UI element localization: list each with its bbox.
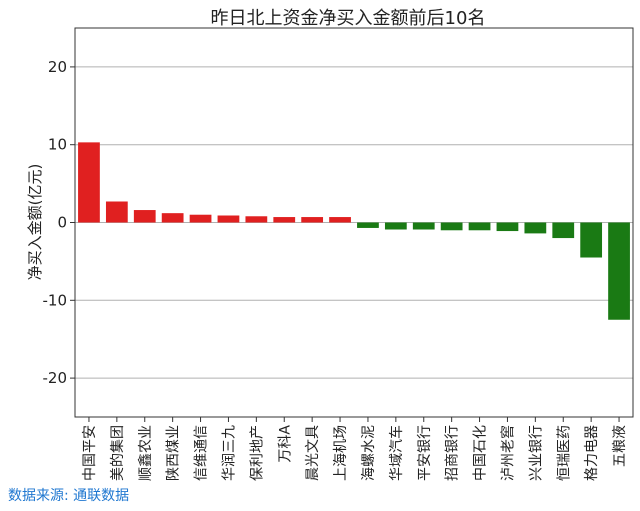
x-tick-label: 平安银行 bbox=[417, 425, 433, 481]
grid-lines bbox=[75, 66, 633, 379]
bar bbox=[245, 216, 268, 223]
x-tick-label: 万科A bbox=[277, 425, 293, 463]
x-tick-label: 信维通信 bbox=[194, 425, 210, 481]
x-tick-label: 美的集团 bbox=[109, 425, 126, 481]
bar bbox=[161, 213, 184, 223]
bar bbox=[133, 210, 156, 223]
x-tick-label: 顺鑫农业 bbox=[137, 425, 154, 481]
x-tick-label: 中国石化 bbox=[473, 425, 489, 481]
bar bbox=[468, 222, 491, 231]
x-tick-label: 晨光文具 bbox=[305, 425, 321, 481]
bar bbox=[78, 142, 100, 223]
x-tick-label: 格力电器 bbox=[584, 425, 600, 481]
x-tick-label: 保利地产 bbox=[249, 425, 265, 481]
y-axis-label: 净买入金额(亿元) bbox=[26, 164, 44, 281]
bar-chart: 20 10 0 -10 -20 中国平安 美的集团 顺鑫农业 陕西煤业 信维通信 华润三九 保利地产… bbox=[26, 8, 634, 481]
x-tick-label: 泸州老窖 bbox=[499, 425, 516, 481]
bar bbox=[384, 222, 407, 230]
x-tick-label: 华润三九 bbox=[221, 425, 237, 481]
bar bbox=[357, 222, 379, 228]
bar bbox=[301, 217, 324, 223]
bar bbox=[524, 222, 547, 234]
y-tick-label: -20 bbox=[43, 369, 68, 387]
bar bbox=[608, 222, 630, 320]
x-tick-label: 五粮液 bbox=[612, 425, 628, 467]
bar bbox=[105, 201, 128, 223]
x-tick-label: 招商银行 bbox=[445, 425, 461, 481]
bar bbox=[412, 222, 435, 230]
x-tick-label: 恒瑞医药 bbox=[556, 425, 572, 481]
bar bbox=[217, 215, 240, 223]
y-tick-label: -10 bbox=[43, 291, 68, 309]
x-tick-label: 上海机场 bbox=[333, 425, 349, 481]
x-tick-label: 兴业银行 bbox=[528, 425, 544, 481]
y-tick-label: 20 bbox=[48, 58, 67, 76]
bar bbox=[580, 222, 603, 258]
x-tick-label: 海螺水泥 bbox=[361, 425, 377, 481]
bar bbox=[329, 217, 351, 223]
bar bbox=[189, 214, 212, 223]
y-ticks: 20 10 0 -10 -20 bbox=[43, 58, 75, 387]
bar bbox=[496, 222, 519, 232]
y-tick-label: 10 bbox=[48, 136, 67, 154]
x-tick-label: 华域汽车 bbox=[388, 425, 405, 481]
y-tick-label: 0 bbox=[57, 214, 67, 232]
bars bbox=[78, 142, 630, 320]
x-tick-label: 中国平安 bbox=[82, 425, 98, 481]
bar bbox=[273, 217, 296, 223]
bar bbox=[440, 222, 463, 231]
data-source-note: 数据来源: 通联数据 bbox=[8, 488, 130, 504]
x-ticks: 中国平安 美的集团 顺鑫农业 陕西煤业 信维通信 华润三九 保利地产 万科A 晨光文具 上海机场海… bbox=[82, 417, 628, 481]
x-tick-label: 陕西煤业 bbox=[166, 425, 182, 481]
bar bbox=[552, 222, 575, 239]
chart-title: 昨日北上资金净买入金额前后10名 bbox=[211, 8, 486, 29]
